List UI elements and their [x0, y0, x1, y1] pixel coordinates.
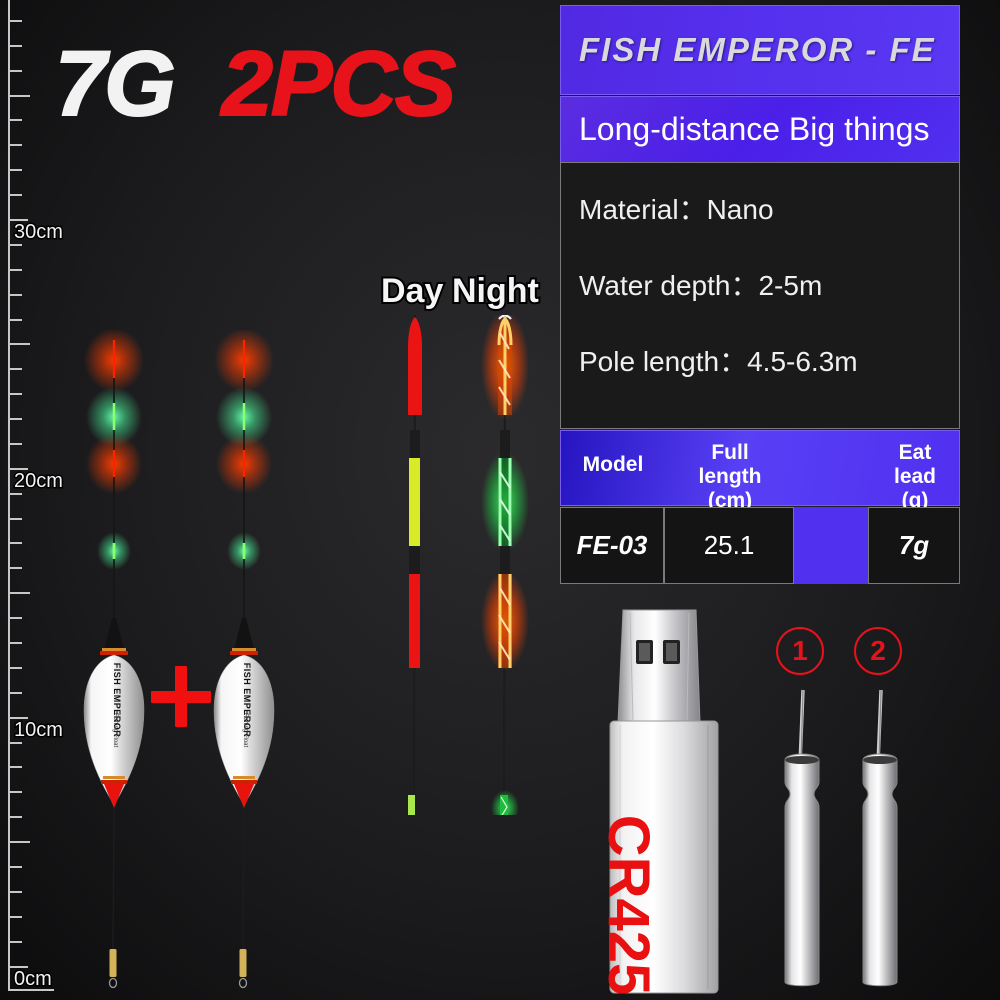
svg-text:Fishing Float: Fishing Float: [112, 713, 118, 748]
svg-text:Fishing Float: Fishing Float: [242, 713, 248, 748]
